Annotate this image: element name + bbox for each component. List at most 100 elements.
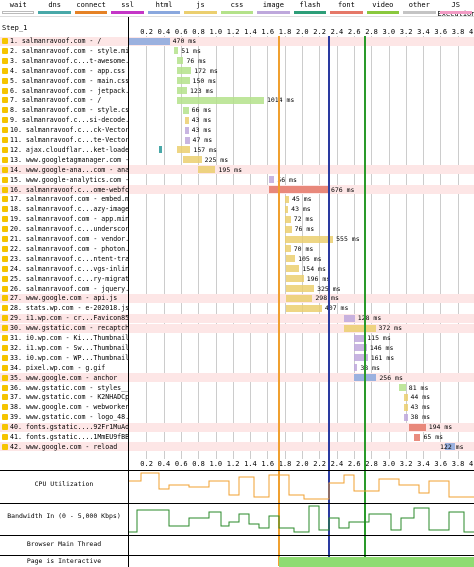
request-label[interactable]: 15. www.google-analytics.com - collect [0,176,128,184]
request-bar[interactable] [353,364,358,372]
request-label[interactable]: 11. salmanravoof.c...te-Vector-Web.svg [0,136,128,144]
request-label[interactable]: 13. www.googletagmanager.com - gtm.js [0,156,128,164]
request-bar[interactable] [176,57,184,65]
request-bar[interactable] [284,195,289,203]
cpu-graph [129,472,474,500]
request-bar[interactable] [286,285,315,292]
request-bar[interactable] [404,413,408,421]
request-label[interactable]: 4. salmanravoof.com - app.css [0,67,128,75]
grid-line [232,36,234,459]
request-bar[interactable] [176,146,191,154]
request-bar[interactable] [404,393,408,401]
request-bar[interactable] [343,314,355,322]
request-label[interactable]: 20. salmanravoof.c...underscore.min.js [0,225,128,233]
request-bar[interactable] [284,205,289,213]
request-label[interactable]: 42. www.google.com - reload [0,443,128,451]
request-bar[interactable] [284,245,291,253]
request-url: 31. i0.wp.com - Ki...Thumbnail-Opt.png [10,334,128,342]
request-label[interactable]: 18. salmanravoof.c...azy-images.min.js [0,205,128,213]
request-label[interactable]: 40. fonts.gstatic....92Fr1MuAdGxdC.woff2 [0,423,128,431]
request-bar[interactable] [286,294,313,302]
request-bar[interactable] [353,354,368,362]
request-bar[interactable] [269,186,328,193]
request-bar[interactable] [414,433,421,441]
request-bar[interactable] [409,423,426,431]
request-bar[interactable] [176,67,192,75]
request-bar[interactable] [284,215,291,223]
request-bar[interactable] [182,106,189,114]
request-bar[interactable] [185,126,189,134]
request-bar[interactable] [343,324,376,332]
request-bar[interactable] [353,334,365,342]
request-label[interactable]: 38. www.google.com - webworker.js [0,403,128,411]
request-label[interactable]: 12. ajax.cloudflar...ket-loader.min.js [0,146,128,154]
request-label[interactable]: 23. salmanravoof.c...ntent-tracking.js [0,255,128,263]
request-bar[interactable] [286,255,296,263]
request-label[interactable]: 10. salmanravoof.c...ck-Vector-Web.svg [0,126,128,134]
request-label[interactable]: 32. i1.wp.com - Sw...Thumbnail-Opt.jpg [0,344,128,352]
request-label[interactable]: 21. salmanravoof.com - vendor.min.js [0,235,128,243]
legend-item: JS Execution [438,1,474,18]
request-bar[interactable] [173,47,179,55]
request-label[interactable]: 14. www.google-ana...com - analytics.js [0,166,128,174]
request-url: 15. www.google-analytics.com - collect [10,175,128,184]
request-duration: 154 ms [302,264,326,273]
axis-tick-label: 4.0 [469,28,474,36]
request-label[interactable]: 25. salmanravoof.c...ry-migrate.min.js [0,275,128,283]
request-label[interactable]: 3. salmanravoof.c...t-awesome.min.css [0,57,128,65]
request-label[interactable]: 35. www.google.com - anchor [0,374,128,382]
request-label[interactable]: 34. pixel.wp.com - g.gif [0,364,128,372]
request-bar[interactable] [269,176,275,184]
request-label[interactable]: 39. www.gstatic.com - logo_48.png [0,413,128,421]
request-label[interactable]: 16. salmanravoof.c...ome-webfont.woff2 [0,186,128,194]
request-bar[interactable] [286,304,322,312]
request-bar[interactable] [444,443,456,451]
request-label[interactable]: 33. i0.wp.com - WP...Thumbnail-Opt.jpg [0,354,128,362]
legend-swatch [403,11,436,14]
legend-label: js [196,1,205,9]
request-bar[interactable] [185,116,189,124]
request-url: 6. salmanravoof.com - jetpack.css [10,86,128,95]
request-label[interactable]: 17. salmanravoof.com - embed.min.js [0,195,128,203]
request-label[interactable]: 36. www.gstatic.com - styles__ltr.css [0,384,128,392]
request-label[interactable]: 27. www.google.com - api.js [0,294,128,302]
request-bar[interactable] [404,403,408,411]
request-url: 1. salmanravoof.com - / [10,37,102,45]
request-label[interactable]: 5. salmanravoof.com - main.css [0,77,128,85]
request-bar[interactable] [176,96,264,104]
request-label[interactable]: 6. salmanravoof.com - jetpack.css [0,87,128,95]
request-bar[interactable] [185,136,190,144]
request-label[interactable]: 41. fonts.gstatic....1MmEU9fBBc4.woff2 [0,433,128,441]
request-label[interactable]: 19. salmanravoof.com - app.min.js [0,215,128,223]
request-label[interactable]: 29. i1.wp.com - cr...Favicon8512px.png [0,314,128,322]
request-label[interactable]: 9. salmanravoof.c...si-decode.min.js [0,116,128,124]
request-bar[interactable] [353,344,367,352]
request-label[interactable]: 31. i0.wp.com - Ki...Thumbnail-Opt.png [0,334,128,342]
bandwidth-panel-label: Bandwidth In (0 - 5,000 Kbps) [7,512,121,520]
lock-icon [2,107,8,114]
request-bar[interactable] [176,87,187,94]
request-bar[interactable] [286,265,300,273]
request-url: 34. pixel.wp.com - g.gif [10,363,106,372]
request-bar[interactable] [198,166,216,174]
row-highlight [0,313,474,323]
request-bar[interactable] [284,235,334,243]
request-label[interactable]: 2. salmanravoof.com - style.min.css [0,47,128,55]
request-bar[interactable] [284,225,292,233]
request-label[interactable]: 26. salmanravoof.com - jquery.js [0,285,128,293]
request-label[interactable]: 8. salmanravoof.com - style.css [0,106,128,114]
request-bar[interactable] [129,37,170,45]
request-duration: 470 ms [172,37,197,45]
request-label[interactable]: 30. www.gstatic.com - recaptcha_en.js [0,324,128,332]
request-bar[interactable] [176,77,190,85]
request-bar[interactable] [182,156,202,164]
request-label[interactable]: 37. www.gstatic.com - K2NHADCpMIRVfT.js [0,393,128,401]
request-label[interactable]: 7. salmanravoof.com - / [0,96,128,104]
request-bar[interactable] [398,384,406,391]
request-bar[interactable] [286,275,304,283]
request-duration: 298 ms [315,294,339,303]
request-label[interactable]: 22. salmanravoof.com - photon.min.js [0,245,128,253]
request-label[interactable]: 1. salmanravoof.com - / [0,37,128,45]
request-label[interactable]: 24. salmanravoof.c...vgs-inline-min.js [0,265,128,273]
request-label[interactable]: 28. stats.wp.com - e-202018.js [0,304,128,312]
